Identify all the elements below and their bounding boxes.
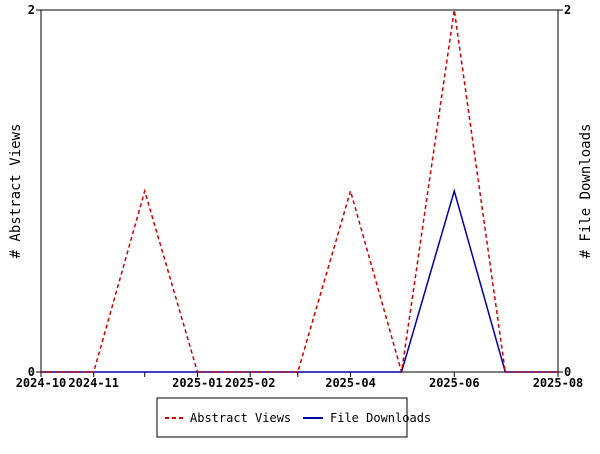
x-tick-label: 2025-08 — [533, 376, 584, 390]
y2-tick-label: 0 — [564, 365, 571, 379]
x-tick-label: 2025-02 — [225, 376, 276, 390]
series-line-file-downloads — [41, 191, 558, 372]
x-tick-label: 2025-01 — [172, 376, 223, 390]
legend: Abstract Views File Downloads — [157, 398, 431, 437]
y2-axis-label: # File Downloads — [578, 124, 594, 259]
x-tick-label: 2024-10 — [16, 376, 67, 390]
legend-label-file-downloads: File Downloads — [330, 411, 431, 425]
x-tick-label: 2025-06 — [429, 376, 480, 390]
x-tick-label: 2024-11 — [68, 376, 119, 390]
y-axis-label: # Abstract Views — [8, 124, 24, 259]
y2-tick-label: 2 — [564, 3, 571, 17]
plot-frame — [41, 10, 558, 372]
y-tick-label: 2 — [28, 3, 35, 17]
legend-label-abstract-views: Abstract Views — [190, 411, 291, 425]
y-tick-label: 0 — [28, 365, 35, 379]
series-line-abstract-views — [41, 10, 558, 372]
x-tick-label: 2025-04 — [325, 376, 376, 390]
